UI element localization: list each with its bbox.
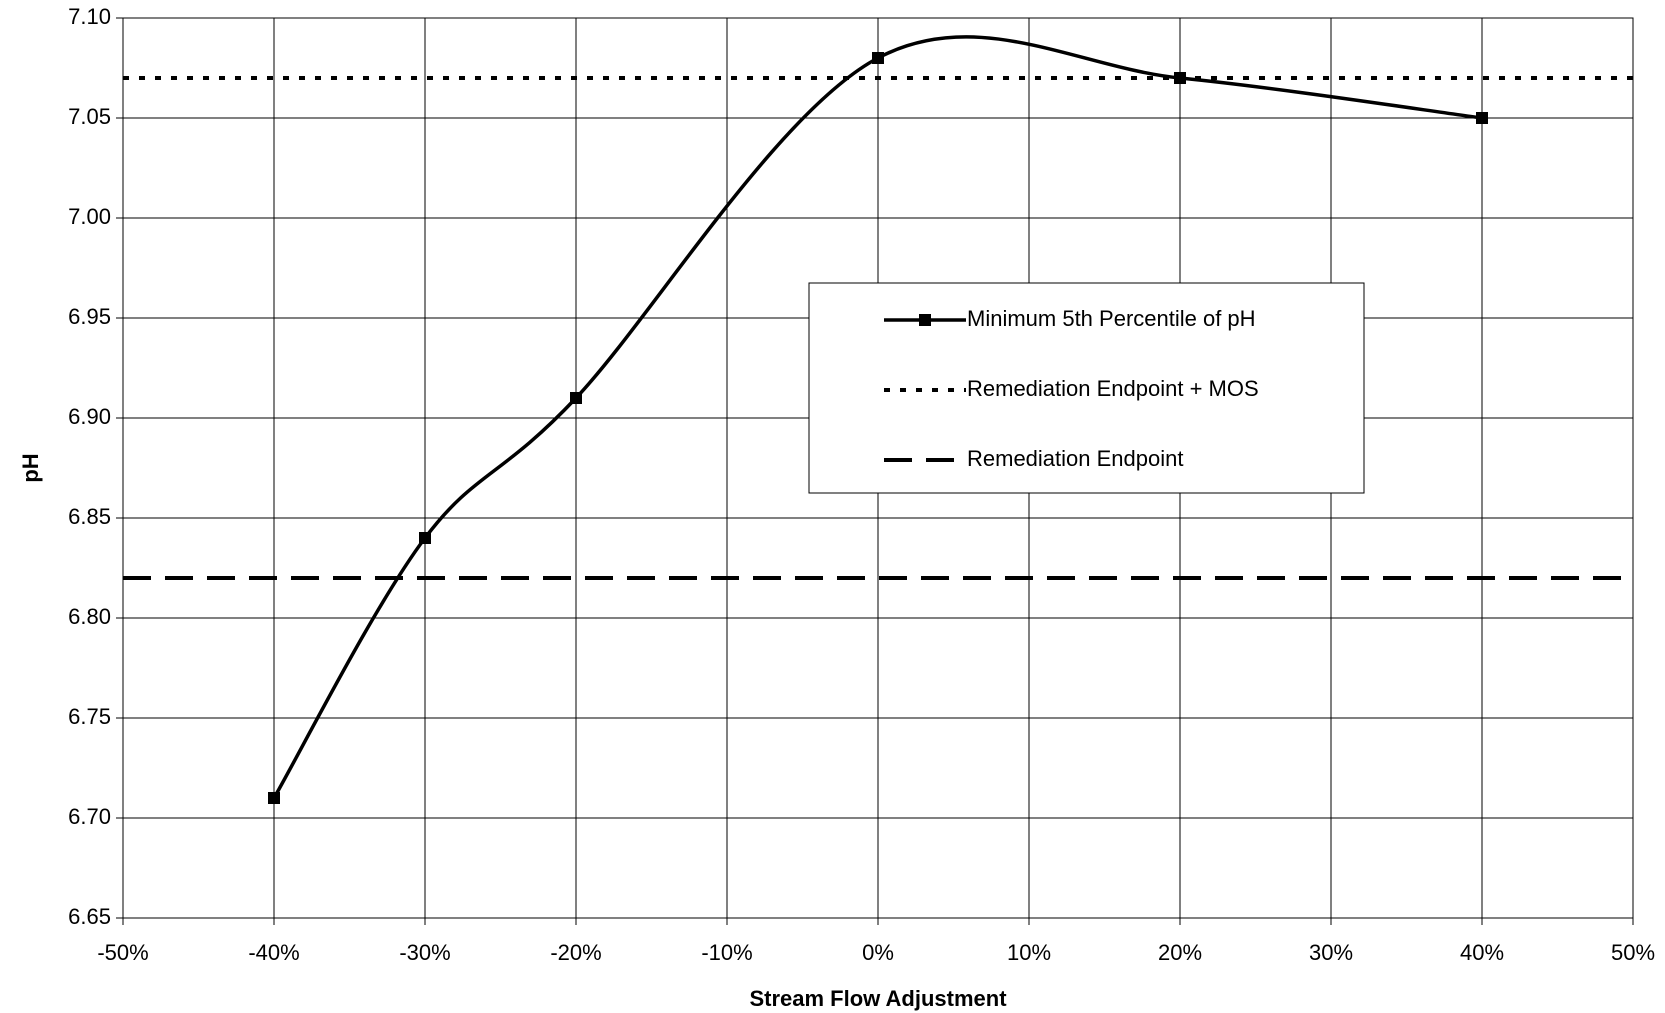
x-tick-label: -30% [399,940,450,965]
x-tick-label: 50% [1611,940,1655,965]
x-axis-label: Stream Flow Adjustment [749,986,1007,1011]
x-tick-label: 20% [1158,940,1202,965]
x-tick-label: -10% [701,940,752,965]
x-tick-label: 40% [1460,940,1504,965]
y-tick-label: 6.85 [68,504,111,529]
legend-label: Remediation Endpoint + MOS [967,376,1259,401]
y-axis-label: pH [18,453,43,482]
legend-label: Minimum 5th Percentile of pH [967,306,1256,331]
y-tick-label: 6.90 [68,404,111,429]
y-tick-label: 6.65 [68,904,111,929]
x-tick-label: 10% [1007,940,1051,965]
x-tick-label: -40% [248,940,299,965]
y-tick-label: 7.05 [68,104,111,129]
legend-label: Remediation Endpoint [967,446,1183,471]
x-tick-label: 0% [862,940,894,965]
marker [268,792,280,804]
x-tick-label: -50% [97,940,148,965]
marker [419,532,431,544]
y-tick-label: 7.00 [68,204,111,229]
y-tick-label: 7.10 [68,4,111,29]
y-tick-label: 6.95 [68,304,111,329]
y-tick-label: 6.75 [68,704,111,729]
marker [570,392,582,404]
legend-swatch [919,314,931,326]
x-tick-label: -20% [550,940,601,965]
y-tick-label: 6.80 [68,604,111,629]
marker [1476,112,1488,124]
series-line [272,35,1483,799]
x-tick-label: 30% [1309,940,1353,965]
marker [1174,72,1186,84]
y-tick-label: 6.70 [68,804,111,829]
marker [872,52,884,64]
